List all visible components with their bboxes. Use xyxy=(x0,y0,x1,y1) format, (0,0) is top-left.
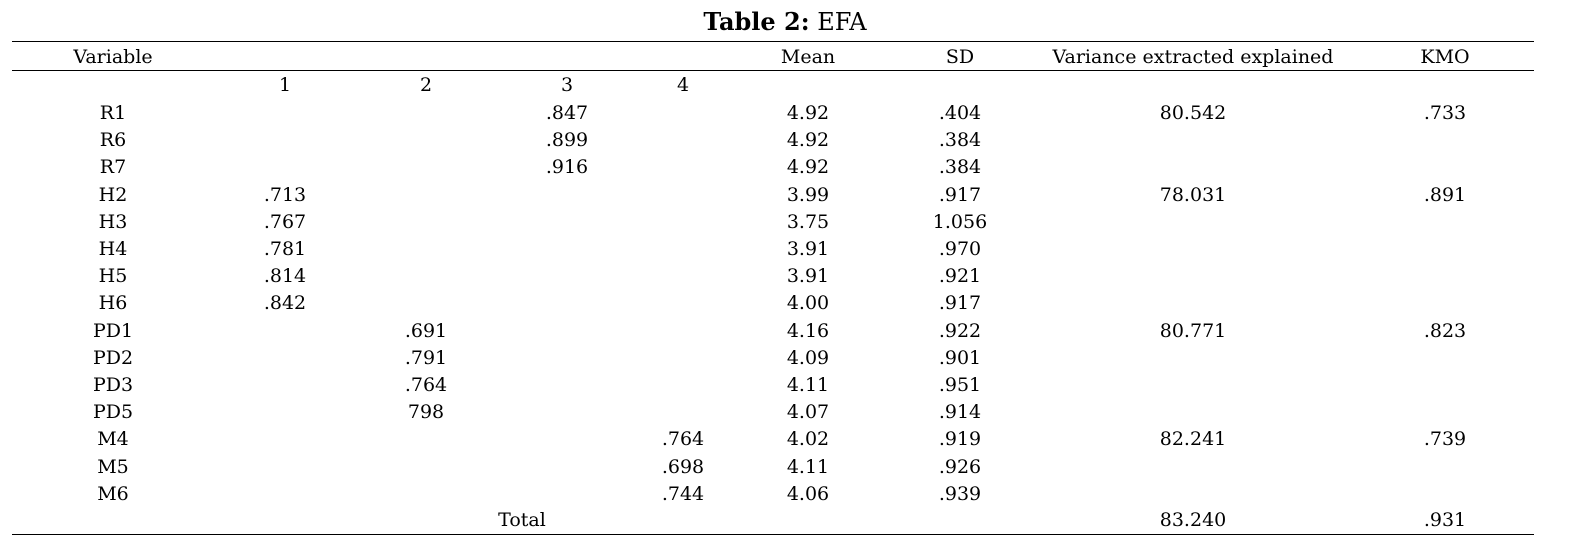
cell-variable: R6 xyxy=(99,129,127,152)
cell-sd: .921 xyxy=(938,265,982,288)
cell-f3: .916 xyxy=(545,156,589,179)
cell-variable: M6 xyxy=(97,482,129,505)
cell-mean: 3.91 xyxy=(786,265,830,288)
cell-sd: .922 xyxy=(938,319,982,342)
cell-mean: 3.99 xyxy=(786,183,830,206)
cell-f1: .767 xyxy=(263,210,307,233)
cell-kmo: .733 xyxy=(1423,102,1467,124)
total-variance: 83.240 xyxy=(1159,509,1227,531)
header-rule xyxy=(12,70,1534,71)
cell-f1: .713 xyxy=(263,183,307,206)
cell-sd: .919 xyxy=(938,428,982,451)
header-mean: Mean xyxy=(780,46,836,68)
cell-mean: 4.11 xyxy=(786,455,830,478)
cell-sd: .404 xyxy=(938,102,982,124)
cell-variance: 78.031 xyxy=(1159,183,1227,206)
cell-variable: PD1 xyxy=(92,319,134,342)
cell-sd: .917 xyxy=(938,183,982,206)
cell-f1: .842 xyxy=(263,292,307,315)
cell-sd: .939 xyxy=(938,482,982,505)
cell-mean: 4.07 xyxy=(786,401,830,424)
cell-variable: H4 xyxy=(98,238,128,260)
cell-sd: .384 xyxy=(938,129,982,152)
cell-f4: .744 xyxy=(661,482,705,505)
table-label: Table 2: xyxy=(703,7,810,36)
cell-mean: 3.75 xyxy=(786,210,830,233)
bottom-rule xyxy=(12,534,1534,535)
cell-sd: .951 xyxy=(938,374,982,396)
total-label: Total xyxy=(498,509,546,531)
cell-variable: M5 xyxy=(97,455,129,478)
cell-variance: 80.542 xyxy=(1159,102,1227,124)
cell-sd: .917 xyxy=(938,292,982,315)
cell-variance: 80.771 xyxy=(1159,319,1227,342)
total-kmo: .931 xyxy=(1423,509,1467,531)
cell-mean: 4.16 xyxy=(786,319,830,342)
cell-variance: 82.241 xyxy=(1159,428,1227,451)
cell-mean: 4.92 xyxy=(786,129,830,152)
cell-kmo: .891 xyxy=(1423,183,1467,206)
cell-mean: 4.92 xyxy=(786,156,830,179)
cell-variable: R7 xyxy=(99,156,127,179)
header-variance: Variance extracted explained xyxy=(1052,46,1334,68)
cell-f4: .764 xyxy=(661,428,705,451)
cell-variable: H5 xyxy=(98,265,128,288)
cell-f2: .791 xyxy=(404,346,448,369)
cell-mean: 4.09 xyxy=(786,346,830,369)
cell-sd: .384 xyxy=(938,156,982,179)
factor-header-4: 4 xyxy=(676,74,690,96)
cell-variable: PD5 xyxy=(92,401,134,424)
cell-f2: .691 xyxy=(404,319,448,342)
top-rule xyxy=(12,41,1534,42)
cell-variable: H6 xyxy=(98,292,128,315)
table-caption: Table 2: EFA xyxy=(0,7,1570,37)
cell-mean: 4.11 xyxy=(786,374,830,396)
cell-variable: R1 xyxy=(99,102,127,124)
cell-variable: H2 xyxy=(98,183,128,206)
cell-sd: .926 xyxy=(938,455,982,478)
cell-mean: 4.02 xyxy=(786,428,830,451)
cell-mean: 4.06 xyxy=(786,482,830,505)
factor-header-1: 1 xyxy=(278,74,292,96)
cell-f2: 798 xyxy=(407,401,445,424)
cell-mean: 4.92 xyxy=(786,102,830,124)
factor-header-2: 2 xyxy=(419,74,433,96)
cell-mean: 3.91 xyxy=(786,238,830,260)
table-title: EFA xyxy=(809,8,867,36)
cell-mean: 4.00 xyxy=(786,292,830,315)
cell-f4: .698 xyxy=(661,455,705,478)
header-variable: Variable xyxy=(73,46,153,68)
cell-sd: .970 xyxy=(938,238,982,260)
factor-header-3: 3 xyxy=(560,74,574,96)
cell-kmo: .739 xyxy=(1423,428,1467,451)
header-sd: SD xyxy=(945,46,975,68)
cell-f1: .814 xyxy=(263,265,307,288)
header-kmo: KMO xyxy=(1420,46,1470,68)
cell-kmo: .823 xyxy=(1423,319,1467,342)
cell-sd: .914 xyxy=(938,401,982,424)
cell-f3: .899 xyxy=(545,129,589,152)
cell-f1: .781 xyxy=(263,238,307,260)
cell-f2: .764 xyxy=(404,374,448,396)
cell-variable: PD3 xyxy=(92,374,134,396)
cell-variable: PD2 xyxy=(92,346,134,369)
cell-sd: .901 xyxy=(938,346,982,369)
cell-sd: 1.056 xyxy=(932,210,988,233)
cell-variable: M4 xyxy=(97,428,129,451)
cell-f3: .847 xyxy=(545,102,589,124)
cell-variable: H3 xyxy=(98,210,128,233)
